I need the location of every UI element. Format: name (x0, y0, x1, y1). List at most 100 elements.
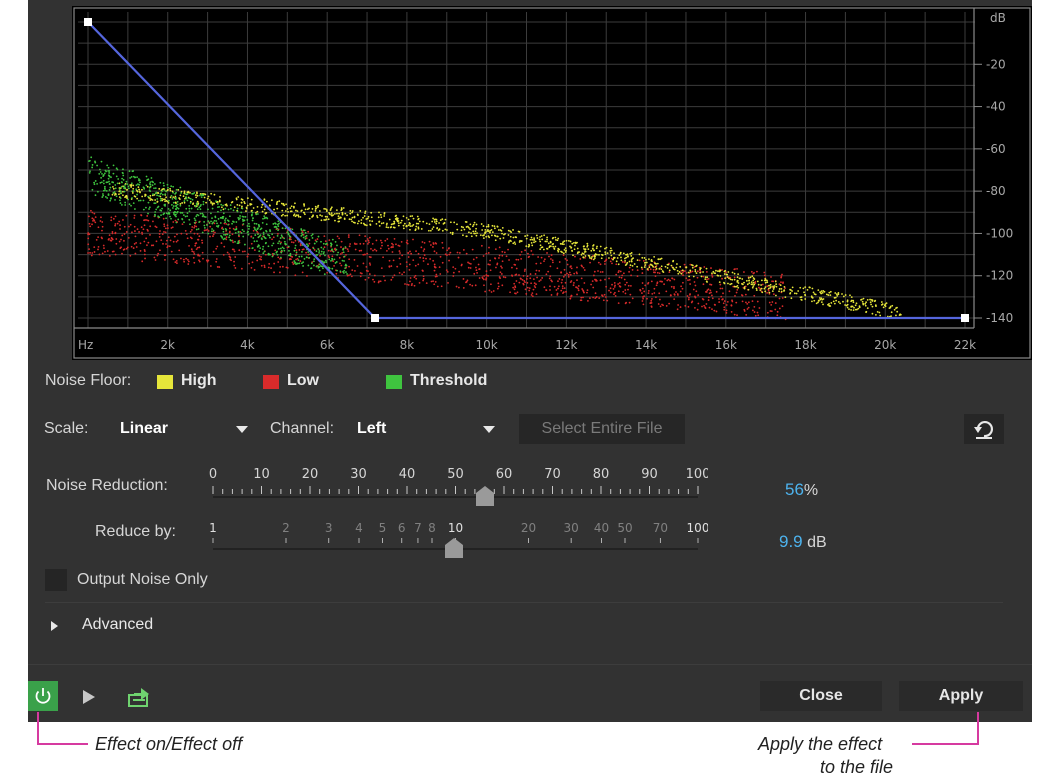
reduce-by-label: Reduce by: (95, 523, 176, 540)
reduce-by-tick-label: 8 (428, 521, 436, 535)
noise-floor-label: Noise Floor: (45, 372, 132, 389)
freq-tick-label: 20k (874, 338, 896, 352)
noise-reduction-tick-label: 70 (544, 467, 561, 482)
noise-reduction-panel: dB -20 -40 -60 -80 -100 -120 -140 Hz 2k 4k 6k 8k 10k 1… (28, 0, 1032, 722)
legend-high-swatch (157, 375, 173, 389)
freq-tick-label: 6k (320, 338, 335, 352)
db-tick-label: -80 (986, 184, 1006, 198)
reduce-by-value-display[interactable]: 9.9 dB (779, 532, 827, 552)
freq-tick-label: 22k (954, 338, 976, 352)
noise-reduction-tick-label: 20 (302, 467, 319, 482)
apply-callout-text-line2: to the file (820, 757, 894, 777)
reduce-by-tick-label: 5 (379, 521, 387, 535)
effect-power-button[interactable] (28, 681, 58, 711)
reduce-by-tick-label: 20 (521, 521, 536, 535)
reduce-by-tick-label: 70 (653, 521, 668, 535)
legend-threshold-swatch (386, 375, 402, 389)
apply-button[interactable]: Apply (899, 681, 1023, 711)
reduce-by-tick-label: 4 (355, 521, 363, 535)
scale-label: Scale: (44, 420, 89, 437)
divider (28, 664, 1032, 665)
noise-reduction-tick-label: 90 (641, 467, 658, 482)
noise-reduction-slider-thumb[interactable] (475, 486, 494, 506)
export-icon[interactable] (127, 686, 153, 708)
reduce-by-value[interactable]: 9.9 (779, 532, 803, 551)
noise-reduction-tick-label: 50 (447, 467, 464, 482)
noise-reduction-value-display[interactable]: 56% (785, 480, 818, 500)
db-unit-label: dB (990, 11, 1006, 25)
noise-reduction-tick-label: 40 (399, 467, 416, 482)
reduce-by-tick-label: 7 (414, 521, 422, 535)
channel-label: Channel: (270, 420, 335, 437)
noise-reduction-slider-track[interactable] (213, 496, 698, 498)
reduce-by-tick-label: 40 (594, 521, 609, 535)
reduce-by-slider-thumb[interactable] (445, 538, 464, 558)
apply-callout-text-line1: Apply the effect (758, 734, 883, 754)
reset-button[interactable] (964, 414, 1004, 444)
reset-icon (974, 421, 993, 439)
callout-lines (37, 712, 979, 745)
freq-tick-label: 14k (635, 338, 657, 352)
curve-control-point (371, 314, 380, 322)
divider (45, 602, 1003, 603)
reduce-by-scale: 1 2 3 4 5 6 7 8 10 20 30 40 50 70 100 (209, 521, 708, 543)
output-noise-only-checkbox[interactable] (45, 569, 67, 591)
curve-control-point (84, 18, 92, 26)
chevron-down-icon (236, 426, 248, 433)
noise-reduction-tick-label: 60 (496, 467, 513, 482)
effect-callout-text: Effect on/Effect off (95, 734, 243, 754)
reduce-by-tick-label: 2 (282, 521, 290, 535)
curve-control-point (961, 314, 969, 322)
db-tick-label: -100 (986, 226, 1013, 240)
noise-reduction-tick-label: 100 (686, 467, 708, 482)
noise-reduction-tick-label: 80 (593, 467, 610, 482)
noise-reduction-tick-label: 0 (209, 467, 217, 482)
reduce-by-tick-label: 100 (687, 521, 708, 535)
noise-floor-graph[interactable]: dB -20 -40 -60 -80 -100 -120 -140 Hz 2k 4k 6k 8k 10k 1… (72, 6, 1032, 360)
advanced-toggle[interactable]: Advanced (45, 612, 245, 640)
db-tick-label: -60 (986, 142, 1006, 156)
reduce-by-tick-label: 1 (209, 521, 217, 535)
freq-tick-label: 12k (555, 338, 577, 352)
noise-floor-plot[interactable]: dB -20 -40 -60 -80 -100 -120 -140 Hz 2k 4k 6k 8k 10k 1… (72, 6, 1032, 360)
channel-value: Left (357, 420, 387, 437)
power-icon (35, 688, 51, 704)
output-noise-only-label[interactable]: Output Noise Only (77, 571, 208, 588)
db-tick-label: -140 (986, 311, 1013, 325)
scale-value: Linear (120, 420, 169, 437)
legend-high-label: High (181, 372, 217, 389)
freq-tick-label: 2k (160, 338, 175, 352)
apply-callout-line (912, 712, 979, 745)
freq-tick-label: 10k (476, 338, 498, 352)
freq-tick-label: Hz (78, 338, 93, 352)
chevron-down-icon (483, 426, 495, 433)
reduce-by-unit: dB (807, 534, 827, 551)
advanced-label: Advanced (82, 616, 154, 633)
noise-reduction-label: Noise Reduction: (46, 477, 168, 494)
db-tick-label: -20 (986, 57, 1006, 71)
noise-reduction-value[interactable]: 56 (785, 480, 804, 499)
freq-tick-label: 8k (400, 338, 415, 352)
legend-low-label: Low (287, 372, 319, 389)
reduce-by-tick-label: 10 (448, 521, 463, 535)
db-tick-label: -120 (986, 269, 1013, 283)
noise-reduction-tick-label: 30 (350, 467, 367, 482)
reduce-by-tick-label: 6 (398, 521, 406, 535)
select-entire-file-button[interactable]: Select Entire File (519, 414, 685, 444)
noise-floor-dots (87, 156, 902, 321)
reduce-by-tick-label: 30 (564, 521, 579, 535)
legend-low-swatch (263, 375, 279, 389)
legend-threshold-label: Threshold (410, 372, 488, 389)
noise-reduction-unit: % (803, 482, 819, 499)
noise-reduction-tick-label: 10 (253, 467, 270, 482)
freq-tick-label: 16k (715, 338, 737, 352)
freq-tick-label: 4k (240, 338, 255, 352)
reduce-by-tick-label: 3 (325, 521, 333, 535)
disclosure-triangle-icon (51, 621, 58, 631)
scale-dropdown[interactable]: Linear (120, 414, 248, 444)
effect-callout-line (37, 712, 88, 745)
noise-reduction-scale: 0 10 20 30 40 50 60 70 80 90 100 (209, 467, 708, 494)
channel-dropdown[interactable]: Left (357, 414, 495, 444)
close-button[interactable]: Close (760, 681, 882, 711)
play-icon[interactable] (82, 688, 98, 706)
